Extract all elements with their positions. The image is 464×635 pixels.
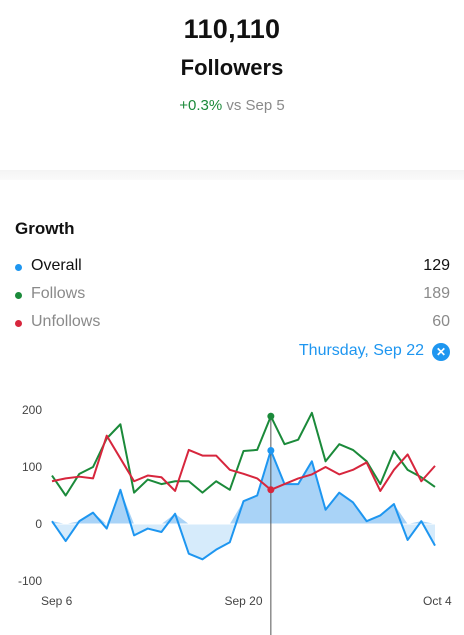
summary-header: 110,110 Followers +0.3% vs Sep 5 — [0, 0, 464, 172]
y-tick-label: 200 — [22, 403, 42, 417]
change-value: +0.3% — [179, 97, 223, 114]
selected-point-overall — [267, 446, 275, 454]
y-tick-label: -100 — [18, 574, 42, 588]
legend-value: 189 — [423, 285, 450, 302]
legend-follows[interactable]: Follows 189 — [15, 285, 450, 309]
x-tick-label: Sep 6 — [41, 594, 73, 608]
growth-chart[interactable]: 200 100 0 -100 Sep 6 Sep 20 Oct 4 — [0, 395, 464, 635]
growth-title: Growth — [15, 219, 75, 238]
series-line-unfollows — [51, 434, 436, 492]
overall-dot-icon — [15, 264, 22, 271]
x-tick-label: Sep 20 — [224, 594, 262, 608]
legend-unfollows[interactable]: Unfollows 60 — [15, 313, 450, 337]
change-reference: vs Sep 5 — [226, 97, 285, 114]
legend-value: 60 — [432, 313, 450, 330]
series-line-overall — [51, 449, 436, 561]
selected-point-follows — [267, 412, 275, 420]
y-tick-label: 100 — [22, 460, 42, 474]
legend-label: Overall — [31, 257, 82, 274]
follower-count: 110,110 — [183, 14, 281, 44]
section-divider — [0, 170, 464, 180]
legend-value: 129 — [423, 257, 450, 274]
series-line-follows — [51, 411, 436, 497]
follower-count-label: Followers — [180, 55, 284, 80]
overall-area-positive — [52, 450, 435, 524]
change-indicator: +0.3% vs Sep 5 — [0, 97, 464, 114]
selected-date-label: Thursday, Sep 22 — [298, 342, 424, 359]
unfollows-dot-icon — [15, 320, 22, 327]
legend-overall[interactable]: Overall 129 — [15, 257, 450, 281]
legend-label: Follows — [31, 285, 86, 302]
legend-label: Unfollows — [31, 313, 101, 330]
selected-point-unfollows — [267, 486, 275, 494]
x-tick-label: Oct 4 — [423, 594, 452, 608]
close-icon[interactable]: ✕ — [432, 343, 450, 361]
y-tick-label: 0 — [35, 517, 42, 531]
follows-dot-icon — [15, 292, 22, 299]
